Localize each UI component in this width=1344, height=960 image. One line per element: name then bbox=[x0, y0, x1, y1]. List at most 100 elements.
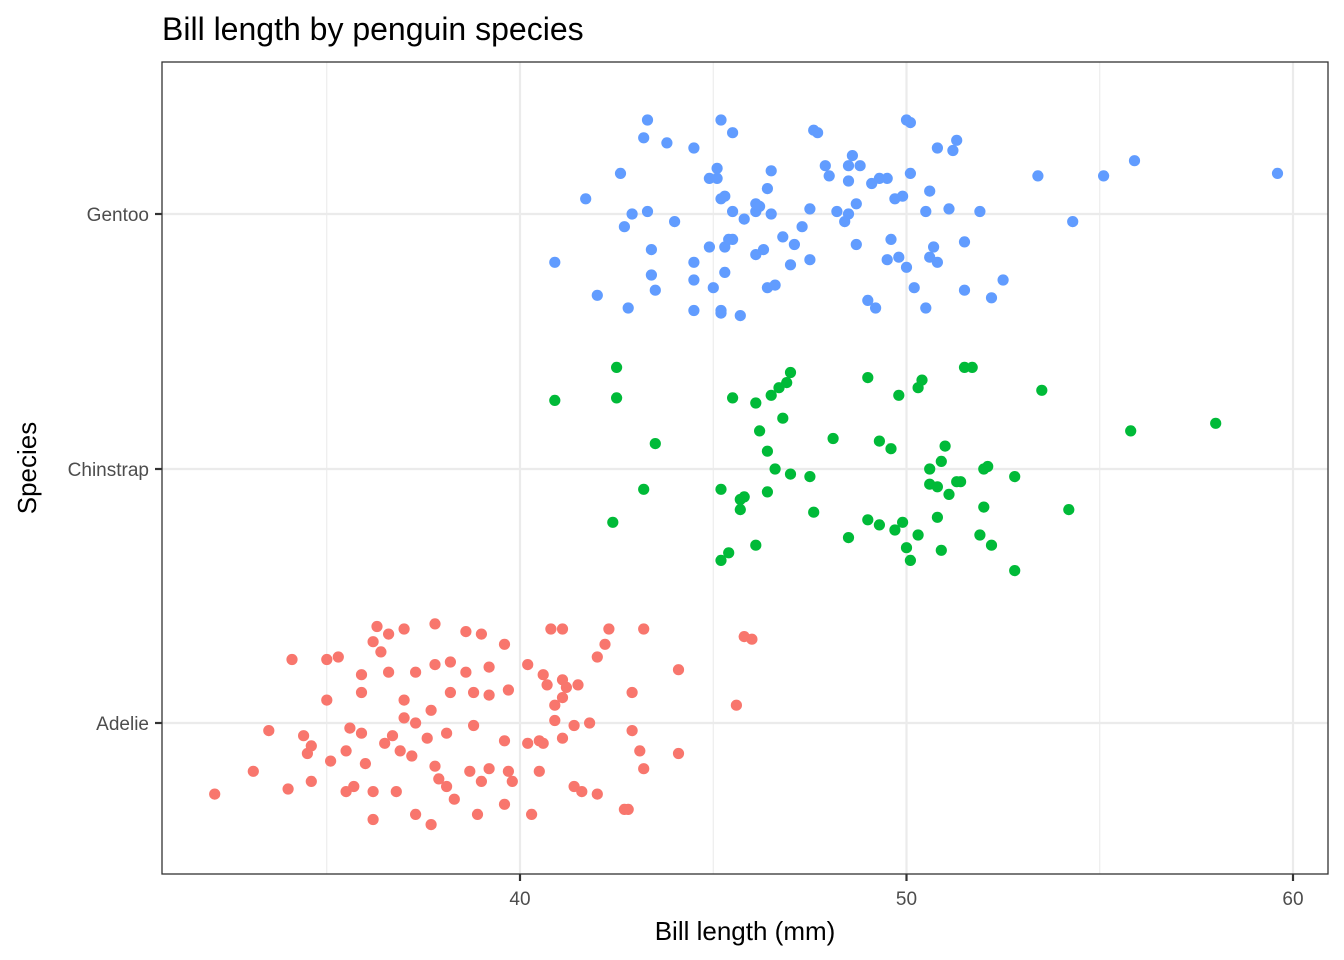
data-point bbox=[734, 310, 746, 322]
data-point bbox=[572, 679, 584, 691]
data-point bbox=[533, 765, 545, 777]
data-point bbox=[897, 516, 909, 528]
data-point bbox=[549, 394, 561, 406]
data-point bbox=[448, 793, 460, 805]
data-point bbox=[750, 539, 762, 551]
data-point bbox=[754, 200, 766, 212]
data-point bbox=[928, 241, 940, 253]
data-point bbox=[931, 142, 944, 154]
data-point bbox=[375, 646, 387, 658]
data-point bbox=[958, 236, 971, 248]
data-point bbox=[846, 150, 859, 162]
data-point bbox=[618, 221, 631, 233]
data-point bbox=[429, 618, 441, 630]
data-point bbox=[410, 808, 422, 821]
data-point bbox=[483, 661, 495, 673]
data-point bbox=[638, 132, 650, 144]
x-tick-label: 40 bbox=[509, 889, 530, 910]
data-point bbox=[545, 623, 557, 635]
data-point bbox=[603, 623, 615, 635]
data-point bbox=[850, 198, 862, 210]
data-point bbox=[622, 302, 634, 314]
data-point bbox=[1271, 167, 1284, 179]
data-point bbox=[460, 666, 472, 678]
data-point bbox=[966, 361, 978, 373]
data-point bbox=[1009, 565, 1021, 577]
data-point bbox=[711, 162, 723, 174]
data-point bbox=[611, 392, 623, 404]
grid-lines bbox=[162, 62, 1328, 874]
data-point bbox=[951, 134, 963, 146]
data-point bbox=[591, 788, 603, 800]
data-point bbox=[359, 758, 371, 770]
data-point bbox=[823, 170, 835, 182]
data-point bbox=[904, 167, 917, 179]
data-point bbox=[611, 361, 623, 373]
data-point bbox=[935, 455, 947, 467]
data-point bbox=[584, 717, 596, 729]
data-point bbox=[321, 653, 333, 666]
data-point bbox=[761, 445, 774, 457]
data-point bbox=[367, 786, 379, 798]
data-point bbox=[730, 699, 743, 711]
data-point bbox=[464, 765, 476, 777]
series-chinstrap bbox=[549, 361, 1222, 577]
data-point bbox=[355, 686, 368, 699]
data-point bbox=[672, 747, 685, 760]
data-point bbox=[460, 626, 472, 638]
data-point bbox=[425, 819, 437, 831]
data-point bbox=[900, 261, 913, 273]
data-point bbox=[881, 254, 893, 266]
data-point bbox=[784, 468, 797, 480]
data-point bbox=[348, 780, 360, 793]
data-point bbox=[209, 788, 221, 800]
data-point bbox=[1063, 504, 1075, 516]
data-point bbox=[997, 274, 1009, 286]
data-point bbox=[410, 717, 422, 729]
data-point bbox=[842, 208, 855, 220]
data-point bbox=[498, 798, 511, 810]
data-point bbox=[498, 638, 511, 650]
data-point bbox=[383, 666, 395, 678]
data-point bbox=[931, 256, 944, 268]
data-point bbox=[727, 392, 739, 404]
data-point bbox=[703, 241, 716, 253]
data-point bbox=[862, 514, 874, 526]
data-point bbox=[468, 719, 480, 732]
y-axis: Adelie Chinstrap Gentoo bbox=[68, 205, 162, 735]
data-point bbox=[475, 628, 487, 640]
data-point bbox=[870, 302, 882, 314]
y-axis-title: Species bbox=[12, 422, 42, 515]
data-point bbox=[873, 435, 886, 447]
data-point bbox=[738, 213, 750, 225]
data-point bbox=[904, 117, 917, 129]
data-point bbox=[939, 440, 951, 452]
data-point bbox=[765, 389, 777, 401]
data-point bbox=[645, 269, 658, 281]
data-point bbox=[904, 554, 917, 567]
data-point bbox=[761, 486, 774, 498]
data-point bbox=[854, 160, 866, 172]
data-point bbox=[502, 684, 514, 696]
data-point bbox=[955, 476, 967, 488]
data-point bbox=[727, 233, 739, 245]
x-tick-label: 60 bbox=[1282, 889, 1303, 910]
data-point bbox=[522, 737, 534, 749]
data-point bbox=[719, 190, 731, 202]
data-point bbox=[556, 732, 569, 744]
y-tick-label: Adelie bbox=[96, 714, 149, 735]
data-point bbox=[754, 425, 766, 437]
data-point bbox=[641, 205, 654, 218]
data-point bbox=[842, 532, 855, 544]
data-point bbox=[757, 244, 770, 256]
data-point bbox=[765, 165, 777, 177]
x-axis: 40 50 60 bbox=[509, 874, 1304, 910]
data-point bbox=[985, 539, 998, 551]
data-point bbox=[812, 127, 824, 139]
data-point bbox=[502, 765, 514, 777]
data-point bbox=[727, 127, 739, 139]
data-point bbox=[746, 633, 758, 645]
data-point bbox=[808, 506, 820, 518]
data-point bbox=[850, 238, 862, 251]
data-point bbox=[958, 361, 971, 373]
